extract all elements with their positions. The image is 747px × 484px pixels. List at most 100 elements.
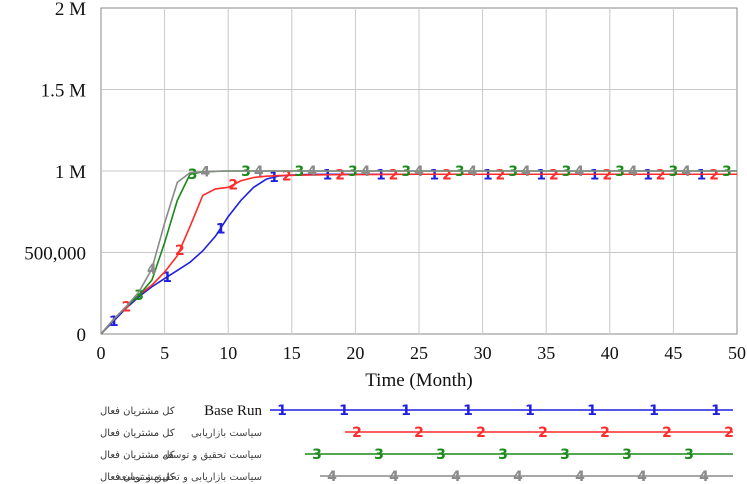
y-tick-label: 2 M bbox=[55, 0, 86, 20]
legend-marker: 1 bbox=[463, 403, 473, 419]
y-tick-label: 1.5 M bbox=[41, 81, 87, 102]
legend-marker: 4 bbox=[389, 469, 399, 484]
legend-marker: 2 bbox=[662, 425, 672, 441]
series-marker: 3 bbox=[669, 164, 679, 180]
legend-marker: 1 bbox=[339, 403, 349, 419]
legend-variable: کل مشتریان فعال bbox=[100, 428, 175, 439]
legend-marker: 4 bbox=[637, 469, 647, 484]
legend-marker: 4 bbox=[575, 469, 585, 484]
series-marker: 1 bbox=[162, 270, 172, 286]
legend-marker: 1 bbox=[649, 403, 659, 419]
legend-marker: 4 bbox=[513, 469, 523, 484]
series-marker: 3 bbox=[562, 164, 572, 180]
legend-marker: 1 bbox=[401, 403, 411, 419]
series-marker: 1 bbox=[483, 167, 493, 183]
legend-marker: 1 bbox=[587, 403, 597, 419]
x-tick-label: 45 bbox=[664, 343, 682, 363]
x-tick-label: 30 bbox=[474, 343, 492, 363]
series-marker: 2 bbox=[442, 167, 452, 183]
series-marker: 2 bbox=[496, 167, 506, 183]
series-marker: 4 bbox=[468, 164, 478, 180]
series-marker: 3 bbox=[348, 164, 358, 180]
series-marker: 4 bbox=[147, 262, 157, 278]
legend-marker: 3 bbox=[622, 447, 632, 463]
series-marker: 1 bbox=[590, 167, 600, 183]
legend-marker: 1 bbox=[711, 403, 721, 419]
legend-marker: 3 bbox=[312, 447, 322, 463]
legend-marker: 3 bbox=[498, 447, 508, 463]
series-marker: 4 bbox=[414, 164, 424, 180]
legend-run-name: سیاست بازاریابی bbox=[191, 428, 262, 439]
series-marker: 1 bbox=[109, 314, 119, 330]
series-marker: 4 bbox=[361, 164, 371, 180]
series-line bbox=[100, 173, 737, 335]
series-marker: 1 bbox=[643, 167, 653, 183]
legend-variable: کل مشتریان فعال bbox=[100, 450, 175, 461]
series-marker: 2 bbox=[335, 168, 345, 184]
x-axis-label: Time (Month) bbox=[365, 370, 473, 391]
y-tick-label: 0 bbox=[77, 325, 87, 346]
series-marker: 2 bbox=[282, 168, 292, 184]
series-marker: 1 bbox=[536, 167, 546, 183]
y-tick-label: 500,000 bbox=[24, 244, 86, 265]
series-marker: 1 bbox=[429, 167, 439, 183]
x-tick-label: 15 bbox=[283, 343, 301, 363]
legend-marker: 1 bbox=[525, 403, 535, 419]
series-marker: 3 bbox=[134, 288, 144, 304]
legend-marker: 2 bbox=[414, 425, 424, 441]
legend-run-name: Base Run bbox=[204, 403, 262, 419]
series-line bbox=[100, 170, 737, 335]
legend-marker: 3 bbox=[436, 447, 446, 463]
x-tick-label: 40 bbox=[601, 343, 619, 363]
x-tick-label: 35 bbox=[537, 343, 555, 363]
series-marker: 3 bbox=[615, 164, 625, 180]
series-marker: 2 bbox=[389, 167, 399, 183]
x-tick-label: 0 bbox=[97, 343, 106, 363]
legend-marker: 3 bbox=[374, 447, 384, 463]
legend-marker: 2 bbox=[600, 425, 610, 441]
series-marker: 3 bbox=[295, 164, 305, 180]
series-marker: 4 bbox=[254, 164, 264, 180]
series-marker: 3 bbox=[401, 164, 411, 180]
legend-marker: 3 bbox=[560, 447, 570, 463]
legend-variable: کل مشتریان فعال bbox=[100, 472, 175, 483]
series-marker: 4 bbox=[521, 164, 531, 180]
series-marker: 1 bbox=[376, 167, 386, 183]
series-marker: 4 bbox=[574, 164, 584, 180]
tick-labels: 0 5 10 15 20 25 30 35 40 45 50 0 500,000 1 M 1.5 M 2 M bbox=[24, 0, 746, 363]
series-marker: 4 bbox=[681, 164, 691, 180]
x-tick-label: 5 bbox=[160, 343, 169, 363]
x-tick-label: 10 bbox=[219, 343, 237, 363]
series-marker: 4 bbox=[200, 165, 210, 181]
legend-marker: 2 bbox=[538, 425, 548, 441]
legend-run-name: سیاست بازاریابی و تحقیق و توسعه bbox=[116, 472, 262, 483]
series-marker: 3 bbox=[722, 164, 732, 180]
series-marker: 1 bbox=[697, 167, 707, 183]
legend-marker: 2 bbox=[476, 425, 486, 441]
series-marker: 2 bbox=[549, 167, 559, 183]
series-marker: 2 bbox=[175, 243, 185, 259]
series-marker: 2 bbox=[709, 167, 719, 183]
x-tick-label: 25 bbox=[410, 343, 428, 363]
y-tick-label: 1 M bbox=[55, 162, 86, 183]
legend-variable: کل مشتریان فعال bbox=[100, 406, 175, 417]
legend-marker: 1 bbox=[277, 403, 287, 419]
legend-marker: 2 bbox=[724, 425, 734, 441]
legend-marker: 2 bbox=[352, 425, 362, 441]
series-marker: 3 bbox=[188, 167, 198, 183]
series-marker: 2 bbox=[228, 178, 238, 194]
x-tick-label: 20 bbox=[346, 343, 364, 363]
series-marker: 1 bbox=[269, 170, 279, 186]
series-marker: 3 bbox=[455, 164, 465, 180]
legend-marker: 4 bbox=[699, 469, 709, 484]
series-marker: 4 bbox=[307, 164, 317, 180]
series-marker: 3 bbox=[508, 164, 518, 180]
series-marker: 1 bbox=[216, 221, 226, 237]
series-marker: 3 bbox=[241, 164, 251, 180]
series-marker: 2 bbox=[656, 167, 666, 183]
legend: کل مشتریان فعال Base Run 1 1 1 1 1 1 1 1 کل مشتریا… bbox=[100, 403, 734, 484]
legend-marker: 4 bbox=[327, 469, 337, 484]
legend-run-name: سیاست تحقیق و توسعه bbox=[163, 450, 262, 461]
series-marker: 4 bbox=[628, 164, 638, 180]
